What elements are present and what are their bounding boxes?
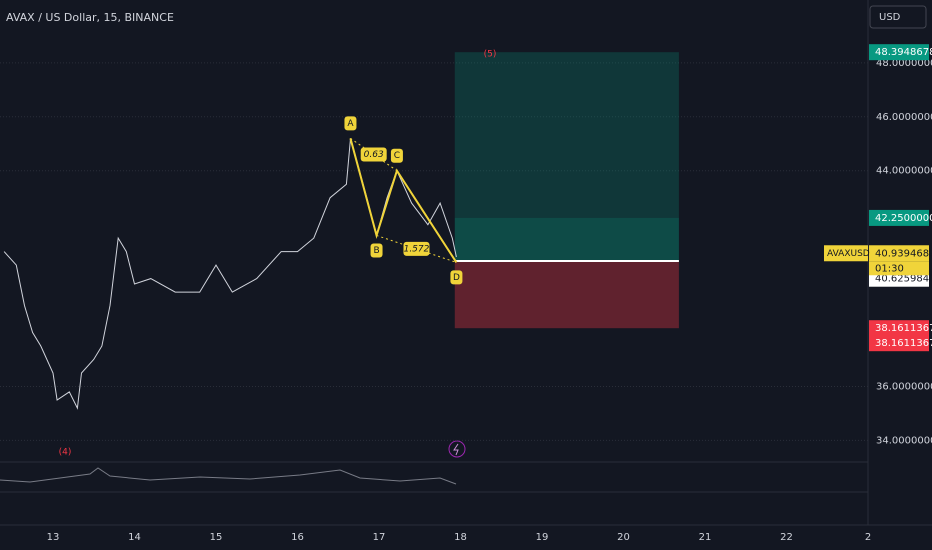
price-line — [3, 138, 457, 410]
event-icon-bolt — [453, 443, 459, 456]
price-tag-label: 48.3948678 — [875, 47, 932, 58]
x-tick-label: 14 — [128, 532, 141, 543]
price-tag — [869, 320, 929, 337]
pattern-line — [349, 138, 458, 263]
ratio-label: 1.572 — [404, 244, 430, 254]
pattern-label-box — [344, 116, 357, 131]
x-tick-label: 17 — [373, 532, 386, 543]
wave-label: (4) — [59, 448, 72, 458]
x-tick-label: 16 — [291, 532, 304, 543]
symbol-tag — [824, 245, 868, 262]
x-tick-label: 15 — [210, 532, 223, 543]
wave-label: (5) — [484, 50, 497, 60]
y-tick-label: 34.0000000 — [876, 435, 932, 446]
ratio-box — [360, 147, 387, 162]
price-tag — [869, 209, 929, 226]
symbol-tag-label: AVAXUSD — [827, 249, 870, 259]
y-tick-label: 46.0000000 — [876, 112, 932, 123]
x-tick-label: 22 — [780, 532, 793, 543]
symbol-title: AVAX / US Dollar, 15, BINANCE — [6, 11, 174, 24]
price-tag-label: 38.1611367 — [875, 323, 932, 334]
pattern-ratio-line — [376, 234, 457, 263]
x-tick-label: 13 — [47, 532, 60, 543]
x-tick-label: 18 — [454, 532, 467, 543]
price-tag-label: 42.2500000 — [875, 213, 932, 224]
currency-label: USD — [879, 12, 901, 23]
y-tick-label: 48.0000000 — [876, 58, 932, 69]
price-tag — [869, 44, 929, 61]
price-tag-label: 40.6259840 — [875, 274, 932, 285]
y-tick-label: 44.0000000 — [876, 166, 932, 177]
x-tick-label: 21 — [699, 532, 712, 543]
target-zone-near — [454, 217, 679, 261]
price-tag — [869, 335, 929, 352]
pattern-label-box — [390, 148, 403, 163]
price-tag-label: 40.9394689 — [875, 248, 932, 259]
pattern-label: C — [394, 151, 400, 161]
ratio-label: 0.63 — [364, 150, 384, 160]
stop-zone — [454, 260, 679, 329]
x-tick-label: 19 — [536, 532, 549, 543]
price-tag — [869, 245, 929, 262]
pattern-label-box — [370, 243, 383, 258]
event-icon[interactable] — [448, 440, 466, 458]
oscillator — [0, 467, 457, 485]
ratio-box — [403, 241, 430, 256]
countdown-box — [869, 261, 929, 276]
pattern-label: B — [373, 246, 379, 256]
pattern-label: A — [347, 119, 354, 129]
pattern-label-box — [450, 270, 463, 285]
currency-button[interactable] — [869, 5, 927, 29]
y-tick-label: 36.0000000 — [876, 381, 932, 392]
countdown: 01:30 — [875, 263, 904, 274]
x-tick-label: 20 — [617, 532, 630, 543]
price-tag-label: 38.1611367 — [875, 338, 932, 349]
pattern-label: D — [453, 273, 460, 283]
x-tick-label: 2 — [865, 532, 871, 543]
target-zone — [454, 52, 679, 261]
